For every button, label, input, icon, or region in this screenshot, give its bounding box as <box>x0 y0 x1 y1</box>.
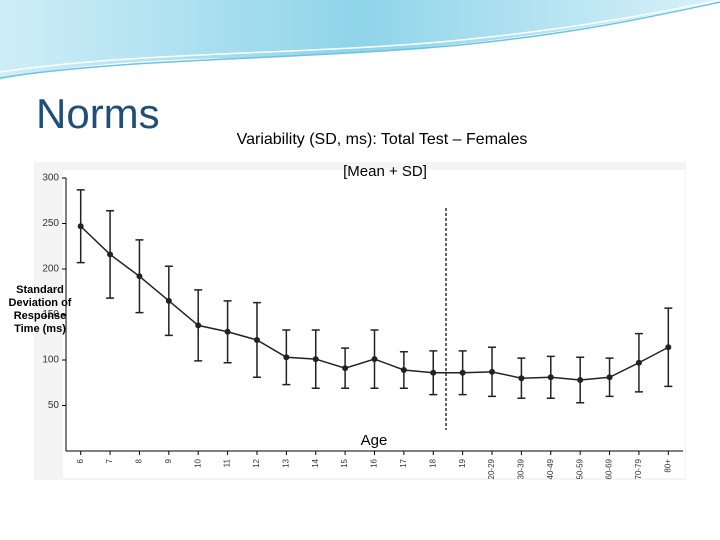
x-tick-label: 70-79 <box>634 458 643 479</box>
point <box>224 328 231 335</box>
point <box>577 377 584 384</box>
x-tick-label: 40-49 <box>546 458 555 479</box>
point <box>665 344 672 351</box>
point <box>459 369 466 376</box>
point <box>635 359 642 366</box>
x-tick-label: 60-69 <box>605 458 614 479</box>
point <box>371 356 378 363</box>
point <box>400 367 407 374</box>
chart-title: Variability (SD, ms): Total Test – Femal… <box>237 131 528 148</box>
point <box>606 374 613 381</box>
y-tick-label: 50 <box>48 400 60 411</box>
y-tick-label: 200 <box>42 264 59 275</box>
point <box>430 369 437 376</box>
point <box>77 223 84 230</box>
point <box>253 336 260 343</box>
point <box>136 273 143 280</box>
y-tick-label: 250 <box>42 218 59 229</box>
point <box>195 322 202 329</box>
x-tick-label: 30-39 <box>517 458 526 479</box>
x-tick-label: 19 <box>458 458 467 467</box>
point <box>547 374 554 381</box>
x-tick-label: 15 <box>340 458 349 467</box>
x-tick-label: 18 <box>428 458 437 467</box>
y-axis-label: Standard Deviation of Response Time (ms) <box>8 284 72 335</box>
x-tick-label: 10 <box>193 458 202 467</box>
x-tick-label: 20-29 <box>487 458 496 479</box>
x-tick-label: 50-59 <box>575 458 584 479</box>
x-tick-label: 8 <box>135 458 144 463</box>
header-curve <box>0 0 720 73</box>
y-tick-label: 150 <box>42 309 59 320</box>
point <box>312 356 319 363</box>
point <box>342 365 349 372</box>
y-tick-label: 300 <box>42 173 59 184</box>
slide-title: Norms <box>36 90 160 137</box>
header-wave <box>0 0 720 80</box>
x-tick-label: 9 <box>164 458 173 463</box>
x-tick-label: 11 <box>223 458 232 467</box>
point <box>518 375 525 382</box>
point <box>283 354 290 361</box>
plot-bg <box>63 170 685 478</box>
x-tick-label: 14 <box>311 458 320 467</box>
y-tick-label: 100 <box>42 355 59 366</box>
x-tick-label: 17 <box>399 458 408 467</box>
x-axis-label: Age <box>361 432 388 449</box>
header-curve <box>0 1 720 79</box>
point <box>165 297 172 304</box>
point <box>107 251 114 258</box>
x-tick-label: 80+ <box>663 459 672 473</box>
x-tick-label: 16 <box>370 458 379 467</box>
point <box>489 368 496 375</box>
x-tick-label: 7 <box>105 458 114 463</box>
x-tick-label: 6 <box>76 458 85 463</box>
x-tick-label: 12 <box>252 458 261 467</box>
chart-subtitle: [Mean + SD] <box>343 163 427 180</box>
x-tick-label: 13 <box>281 458 290 467</box>
